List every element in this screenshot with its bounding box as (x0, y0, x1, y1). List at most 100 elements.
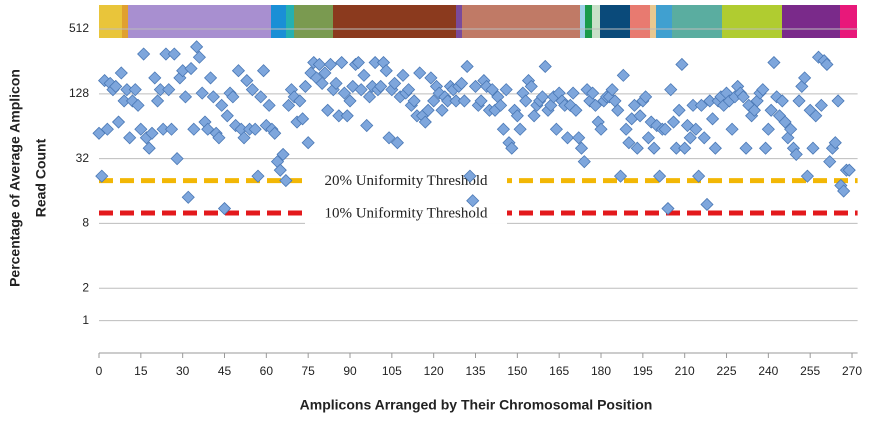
point (123, 131, 137, 145)
point (421, 103, 435, 117)
y-tick-label: 8 (82, 216, 89, 230)
point (474, 94, 488, 108)
point (337, 86, 351, 100)
point (220, 109, 234, 123)
point (784, 122, 798, 136)
y-tick-label: 128 (69, 86, 89, 100)
x-tick-label: 135 (465, 364, 485, 378)
point (192, 50, 206, 64)
point (245, 83, 259, 97)
point (577, 155, 591, 169)
x-tick-label: 195 (633, 364, 653, 378)
y-axis-title: Percentage of Average Amplicon (7, 69, 23, 287)
point (736, 90, 750, 104)
point (164, 122, 179, 136)
point (583, 94, 597, 108)
point (725, 122, 739, 136)
x-tick-label: 210 (675, 364, 695, 378)
point (95, 169, 109, 183)
x-tick-label: 120 (424, 364, 444, 378)
point (499, 83, 513, 97)
x-tick-label: 165 (549, 364, 569, 378)
point (128, 83, 142, 97)
point (134, 122, 148, 136)
point (647, 141, 661, 155)
point (151, 94, 165, 108)
x-tick-label: 90 (343, 364, 357, 378)
point (402, 83, 416, 97)
x-tick-label: 45 (218, 364, 232, 378)
point (226, 90, 240, 104)
point (254, 90, 268, 104)
point (354, 83, 368, 97)
x-tick-label: 60 (260, 364, 274, 378)
point (842, 163, 856, 177)
point (351, 55, 365, 70)
x-tick-label: 270 (842, 364, 862, 378)
point (379, 64, 393, 78)
point (268, 126, 282, 140)
point (524, 79, 538, 93)
point (273, 163, 287, 177)
point (382, 131, 396, 145)
point (775, 94, 789, 108)
point (666, 115, 681, 129)
point (190, 40, 204, 54)
point (639, 90, 653, 104)
point (594, 122, 608, 136)
point (203, 71, 218, 85)
point (109, 79, 123, 93)
point (181, 190, 195, 204)
point (312, 57, 326, 72)
point (828, 136, 842, 150)
point (343, 94, 357, 108)
point (388, 76, 402, 90)
point (296, 112, 310, 126)
point (739, 141, 753, 155)
point (480, 79, 494, 93)
point (142, 141, 156, 155)
point (184, 61, 198, 76)
point (588, 98, 603, 112)
point (125, 94, 140, 108)
point (809, 109, 823, 123)
point (279, 174, 293, 188)
point (435, 103, 449, 117)
point (627, 98, 642, 112)
threshold-label-bg (305, 169, 507, 192)
point (463, 169, 477, 183)
point (622, 136, 636, 150)
point (111, 115, 126, 129)
point (237, 131, 251, 145)
x-tick-label: 225 (717, 364, 737, 378)
threshold-label: 20% Uniformity Threshold (324, 173, 488, 189)
point (304, 66, 318, 80)
point (276, 147, 290, 162)
point (137, 47, 151, 61)
point (619, 122, 633, 136)
point (466, 194, 480, 208)
point (148, 71, 162, 85)
point (178, 90, 193, 104)
point (162, 83, 176, 97)
point (747, 103, 761, 117)
point (298, 79, 312, 93)
point (678, 141, 692, 155)
y-tick-label: 1 (82, 313, 89, 327)
point (706, 112, 720, 126)
point (167, 47, 181, 61)
point (778, 115, 792, 129)
point (644, 115, 658, 129)
point (321, 103, 335, 117)
point (653, 169, 667, 183)
point (694, 98, 708, 112)
point (586, 86, 600, 100)
point (823, 155, 837, 169)
threshold-label-bg (305, 201, 507, 224)
point (485, 83, 499, 97)
point (455, 76, 469, 90)
point (519, 94, 533, 108)
point (806, 141, 820, 155)
point (664, 83, 678, 97)
